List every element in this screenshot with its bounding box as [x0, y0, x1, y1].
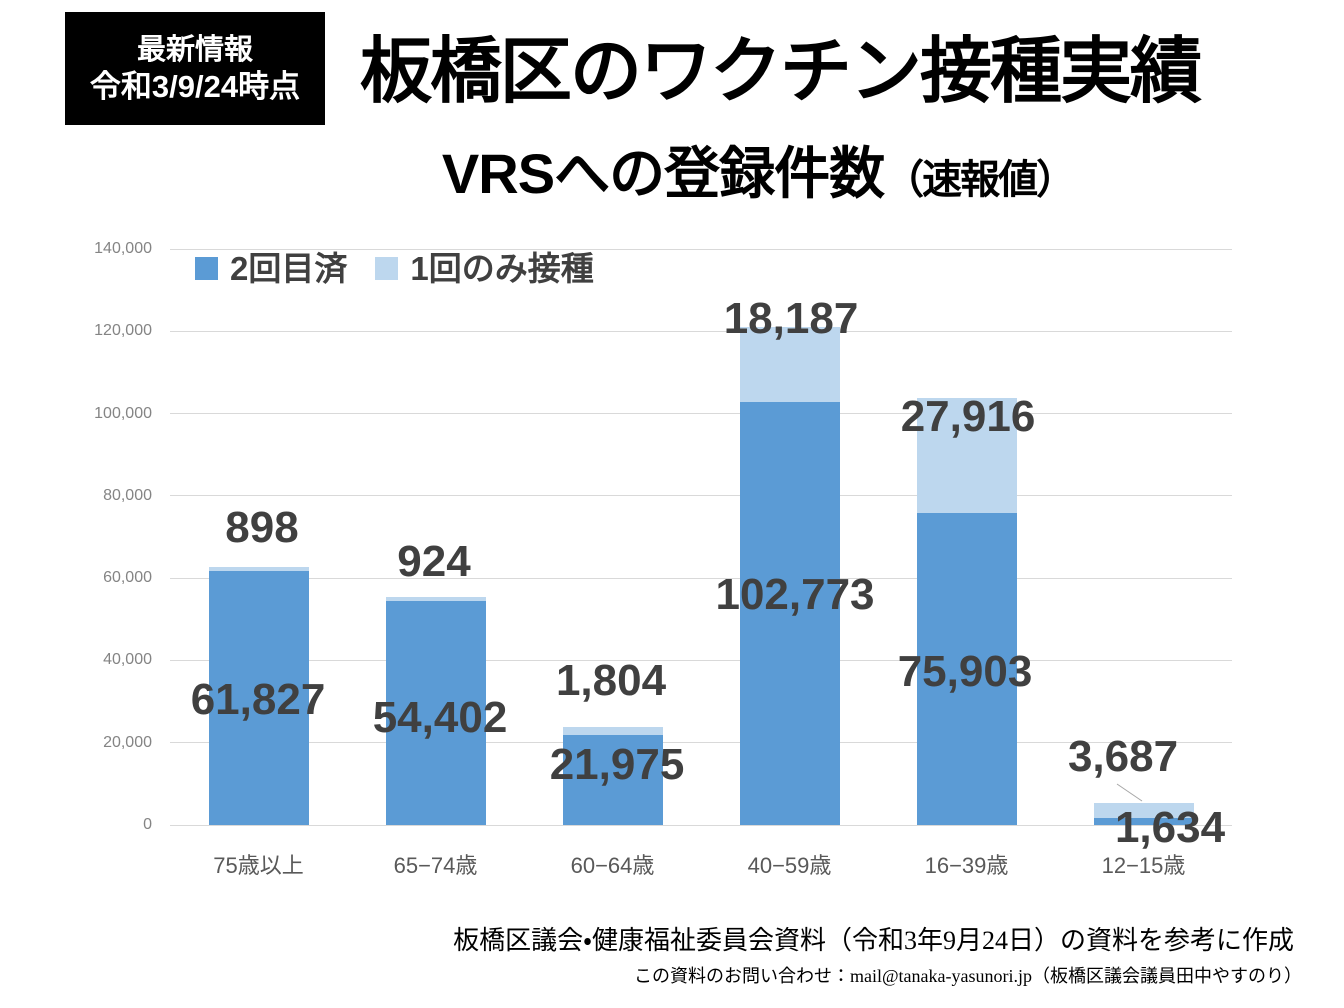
- data-label-dose1-5: 3,687: [1067, 732, 1179, 781]
- data-label-dose1-4: 27,916: [900, 392, 1036, 441]
- y-axis-tick-80000: 80,000: [103, 486, 152, 504]
- bar-1-dose2-segment: [385, 601, 486, 825]
- x-axis-label-3: 40−59歳: [747, 853, 832, 878]
- bar-5-dose1-segment: [1093, 803, 1194, 819]
- data-label-dose2-2: 21,975: [549, 740, 685, 789]
- data-label-dose1-2: 1,804: [555, 656, 667, 705]
- bar-5-dose2-segment: [1093, 818, 1194, 825]
- x-axis-label-1: 65−74歳: [393, 853, 478, 878]
- data-label-dose2-1: 54,402: [372, 693, 508, 742]
- y-axis-tick-0: 0: [143, 816, 152, 833]
- page-subtitle: VRSへの登録件数（速報値）: [442, 146, 1076, 202]
- x-axis-label-0: 75歳以上: [213, 853, 304, 878]
- y-axis-tick-40000: 40,000: [103, 651, 152, 669]
- source-note: 板橋区議会・健康福祉委員会資料（令和3年9月24日）の資料を参考に作成: [453, 926, 1294, 955]
- bar-2-dose2-segment: [562, 734, 663, 825]
- data-label-dose2-0: 61,827: [190, 675, 326, 724]
- legend-label-dose2: 2回目済: [230, 250, 348, 287]
- y-axis-tick-120000: 120,000: [94, 322, 152, 340]
- y-axis-tick-60000: 60,000: [103, 569, 152, 587]
- gridline-100000: [170, 413, 1232, 415]
- gridline-60000: [170, 577, 1232, 579]
- data-label-dose2-5: 1,634: [1114, 803, 1226, 852]
- contact-note: この資料のお問い合わせ：mail@tanaka-yasunori.jp（板橋区議…: [633, 966, 1302, 986]
- gridline-0: [170, 824, 1232, 826]
- legend-item-dose1: 1回のみ接種: [375, 250, 594, 287]
- bar-4-dose2-segment: [916, 512, 1017, 825]
- gridline-120000: [170, 330, 1232, 332]
- dose2-swatch-icon: [195, 257, 218, 280]
- latest-info-badge: 最新情報 令和3/9/24時点: [65, 12, 325, 125]
- bar-3-dose2-segment: [739, 402, 840, 825]
- gridline-20000: [170, 742, 1232, 744]
- badge-line2: 令和3/9/24時点: [89, 68, 301, 104]
- y-axis-tick-140000: 140,000: [94, 240, 152, 257]
- bar-4-dose1-segment: [916, 397, 1017, 513]
- dose1-swatch-icon: [375, 257, 399, 280]
- gridline-40000: [170, 659, 1232, 661]
- data-label-dose1-1: 924: [397, 537, 471, 586]
- page-title: 板橋区のワクチン接種実績: [359, 32, 1202, 112]
- bar-2-dose1-segment: [562, 727, 663, 735]
- chart-legend: 2回目済 1回のみ接種: [195, 252, 594, 285]
- x-axis-label-5: 12−15歳: [1101, 853, 1186, 878]
- bar-1-dose1-segment: [385, 597, 486, 602]
- badge-line1: 最新情報: [136, 33, 253, 66]
- bar-3-dose1-segment: [739, 327, 840, 403]
- x-axis-label-4: 16−39歳: [924, 853, 1009, 878]
- y-axis-tick-100000: 100,000: [94, 404, 152, 422]
- y-axis-tick-20000: 20,000: [103, 733, 152, 751]
- gridline-140000: [170, 248, 1232, 250]
- subtitle-main: VRSへの登録件数: [441, 142, 885, 205]
- data-label-dose1-0: 898: [225, 503, 299, 552]
- data-label-dose2-4: 75,903: [897, 647, 1033, 696]
- x-axis-label-2: 60−64歳: [570, 853, 655, 878]
- bar-0-dose2-segment: [208, 570, 309, 825]
- legend-item-dose2: 2回目済: [195, 252, 347, 285]
- subtitle-paren: （速報値）: [884, 158, 1076, 202]
- legend-label-dose1: 1回のみ接種: [410, 250, 594, 287]
- data-label-dose1-3: 18,187: [723, 294, 859, 343]
- bar-0-dose1-segment: [208, 566, 309, 571]
- data-label-dose2-3: 102,773: [715, 570, 875, 619]
- gridline-80000: [170, 495, 1232, 497]
